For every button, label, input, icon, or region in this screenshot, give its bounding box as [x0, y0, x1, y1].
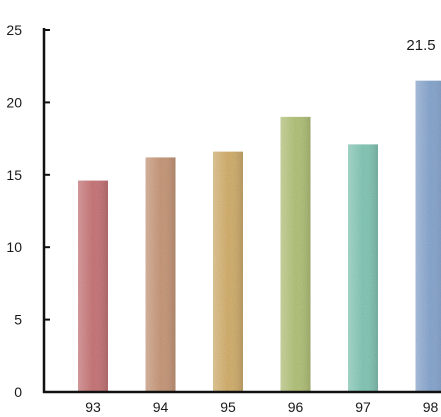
y-tick-label-15: 15 — [6, 167, 22, 183]
y-tick-label-10: 10 — [6, 239, 22, 255]
bar-shading-97 — [348, 144, 378, 392]
data-labels: 21.5 — [406, 37, 435, 54]
x-tick-label-95: 95 — [220, 399, 236, 415]
bar-shading-93 — [78, 180, 108, 392]
bar-shading-94 — [145, 157, 176, 392]
y-tick-label-0: 0 — [14, 384, 22, 400]
y-axis: 0 5 10 15 20 25 — [6, 22, 50, 400]
bar-shading-96 — [280, 116, 311, 392]
x-tick-label-96: 96 — [288, 399, 304, 415]
bars-group — [78, 80, 441, 393]
x-tick-label-93: 93 — [85, 399, 101, 415]
y-tick-label-20: 20 — [6, 94, 22, 110]
bar-shading-95 — [213, 151, 243, 392]
x-axis: 93 94 95 96 97 98 — [43, 390, 441, 415]
y-tick-label-25: 25 — [6, 22, 22, 38]
data-label-98: 21.5 — [406, 37, 435, 54]
x-tick-label-97: 97 — [355, 399, 371, 415]
x-tick-label-94: 94 — [153, 399, 169, 415]
bar-shading-98 — [415, 80, 441, 393]
x-tick-label-98: 98 — [423, 399, 439, 415]
y-tick-label-5: 5 — [14, 312, 22, 328]
